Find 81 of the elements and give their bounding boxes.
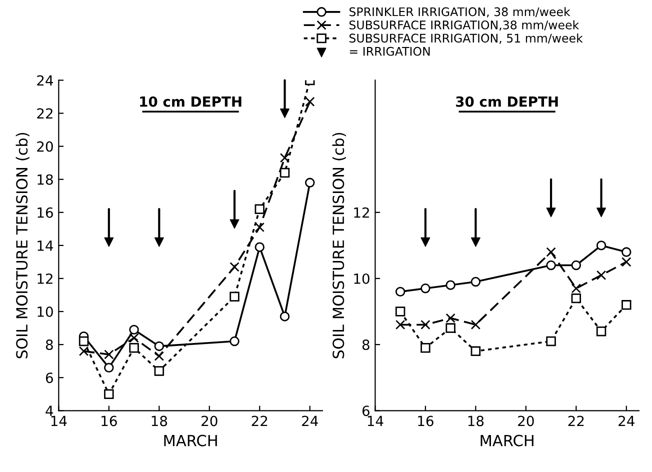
point [446,313,456,323]
y-tick-label: 4 [46,406,54,416]
point [305,96,315,107]
x-tick-label: 22 [252,416,268,426]
point [78,336,89,346]
y-tick-label: 10 [38,306,53,317]
point [395,320,406,330]
point [622,257,632,267]
point [571,293,582,304]
x-tick-label: 22 [568,416,584,426]
y-tick-label: 20 [37,141,53,152]
point [470,276,481,287]
legend-label: SUBSURFACE IRRIGATION,38 mm/week [349,20,580,31]
point [470,320,481,330]
x-tick-label: 16 [102,416,117,426]
point [596,270,606,280]
point [154,351,164,361]
y-tick-label: 16 [38,207,53,218]
point [129,343,139,353]
legend-label: SUBSURFACE IRRIGATION, 51 mm/week [349,33,583,44]
x-tick-label: 18 [152,416,168,426]
legend-label: = IRRIGATION [350,46,430,56]
point [280,168,290,178]
point [104,350,114,360]
x-tick-label: 24 [302,416,318,426]
point [446,280,456,290]
point [596,240,606,250]
y-axis-title: SOIL MOISTURE TENSION (cb) [16,132,30,358]
point [420,320,430,330]
x-tick-label: 16 [418,416,434,426]
point [230,292,240,302]
y-tick-label: 8 [46,340,53,350]
text: 10 cm DEPTH [140,96,242,107]
x-tick-label: 20 [518,416,534,426]
point [254,242,265,252]
point [395,306,406,316]
y-tick-label: 12 [354,207,369,218]
y-tick-label: 18 [38,174,53,185]
y-tick-label: 8 [362,340,370,350]
point [305,178,315,188]
point [104,389,114,399]
y-tick-label: 10 [354,273,370,284]
point [254,222,265,232]
x-axis-title: MARCH [480,434,534,446]
point [154,366,164,376]
point [104,362,114,373]
x-axis-title: MARCH [164,434,217,446]
point [280,312,290,322]
y-tick-label: 6 [362,406,370,416]
x-tick-label: 24 [618,416,634,426]
point [395,286,406,297]
y-tick-label: 6 [46,372,53,384]
point [622,300,632,310]
legend-label: SPRINKLER IRRIGATION, 38 mm/week [349,7,570,18]
point [280,153,290,163]
point [129,324,139,335]
point [571,284,582,294]
point [546,336,556,346]
point [470,346,481,356]
x-tick-label: 18 [468,416,484,426]
x-tick-label: 20 [202,416,218,426]
point [230,262,240,272]
point [420,284,430,294]
point [254,204,265,214]
point [622,247,632,257]
point [546,247,556,257]
y-tick-label: 12 [38,273,52,284]
text: 30 cm DEPTH [456,96,558,107]
point [420,343,430,353]
point [230,336,240,346]
point [546,260,556,270]
point [596,326,606,336]
point [446,323,456,333]
y-tick-label: 22 [37,108,52,119]
point [78,346,89,356]
y-tick-label: 24 [37,75,54,86]
y-axis-title: SOIL MOISTURE TENSION (cb) [332,132,346,358]
y-tick-label: 14 [38,240,54,251]
point [571,260,582,270]
point [154,341,164,352]
point [129,333,139,343]
